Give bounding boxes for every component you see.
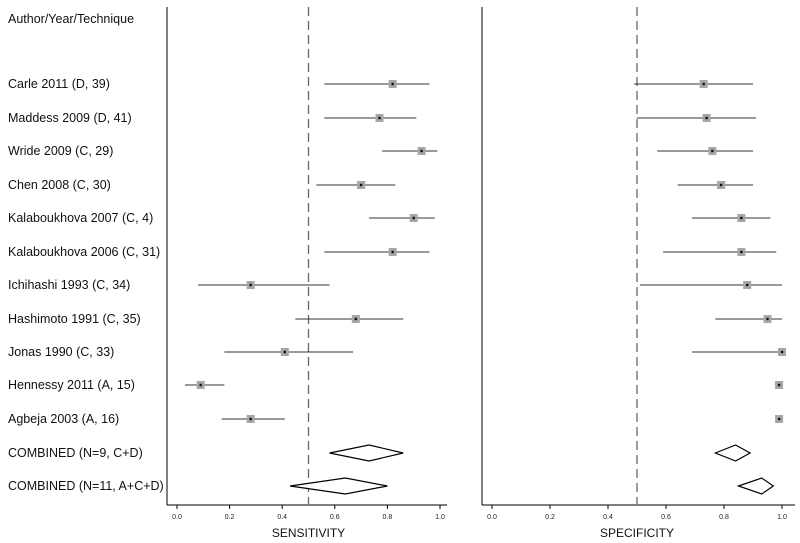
point-estimate-dot — [249, 283, 252, 287]
x-tick-label: 0.8 — [719, 514, 729, 521]
study-label: Jonas 1990 (C, 33) — [8, 345, 114, 359]
study-label: Wride 2009 (C, 29) — [8, 144, 113, 158]
point-estimate-dot — [359, 183, 363, 187]
study-label: Carle 2011 (D, 39) — [8, 77, 110, 91]
point-estimate-dot — [719, 183, 723, 187]
x-tick-label: 0.6 — [330, 514, 340, 521]
point-estimate-dot — [740, 250, 743, 254]
point-estimate-dot — [199, 383, 202, 387]
x-axis-title: SPECIFICITY — [600, 526, 674, 540]
study-label: Maddess 2009 (D, 41) — [8, 111, 132, 125]
x-tick-label: 0.0 — [487, 514, 497, 521]
point-estimate-dot — [420, 149, 423, 153]
point-estimate-dot — [777, 417, 781, 421]
study-label: Kalaboukhova 2006 (C, 31) — [8, 245, 160, 259]
x-tick-label: 0.4 — [277, 514, 287, 521]
point-estimate-dot — [412, 216, 415, 220]
study-label: Hennessy 2011 (A, 15) — [8, 378, 135, 392]
combined-label: COMBINED (N=9, C+D) — [8, 446, 143, 460]
x-tick-label: 0.8 — [383, 514, 393, 521]
specificity-panel: 0.0 0.2 0.4 0.6 0.8 1.0 SPECIFICITY — [481, 7, 795, 540]
point-estimate-dot — [702, 82, 705, 86]
study-labels: Carle 2011 (D, 39) Maddess 2009 (D, 41) Wr… — [8, 77, 164, 493]
study-label: Hashimoto 1991 (C, 35) — [8, 312, 141, 326]
combined-diamond — [713, 444, 752, 462]
column-header: Author/Year/Technique — [8, 12, 134, 26]
combined-diamond — [736, 477, 775, 495]
point-estimate-dot — [391, 82, 394, 86]
x-tick-label: 0.0 — [172, 514, 182, 521]
point-estimate-dot — [249, 417, 252, 421]
point-estimate-dot — [391, 250, 394, 254]
point-estimate-dot — [740, 216, 743, 220]
sensitivity-panel: 0.0 0.2 0.4 0.6 0.8 1.0 SENSITIVITY — [166, 7, 447, 540]
study-label: Agbeja 2003 (A, 16) — [8, 412, 119, 426]
point-estimate-dot — [354, 317, 358, 321]
x-tick-label: 0.2 — [225, 514, 235, 521]
x-tick-label: 0.2 — [545, 514, 555, 521]
point-estimate-dot — [705, 116, 708, 120]
study-label: Kalaboukhova 2007 (C, 4) — [8, 211, 153, 225]
study-label: Chen 2008 (C, 30) — [8, 178, 111, 192]
point-estimate-dot — [283, 350, 287, 354]
combined-label: COMBINED (N=11, A+C+D) — [8, 479, 164, 493]
combined-diamond — [329, 444, 404, 462]
point-estimate-dot — [780, 350, 784, 354]
combined-diamond — [290, 477, 388, 495]
x-tick-label: 0.4 — [603, 514, 613, 521]
point-estimate-dot — [378, 116, 381, 120]
study-label: Ichihashi 1993 (C, 34) — [8, 278, 130, 292]
x-tick-label: 1.0 — [777, 514, 787, 521]
point-estimate-dot — [766, 317, 769, 321]
point-estimate-dot — [777, 383, 781, 387]
x-tick-label: 0.6 — [661, 514, 671, 521]
point-estimate-dot — [711, 149, 714, 153]
x-tick-label: 1.0 — [435, 514, 445, 521]
x-axis-title: SENSITIVITY — [272, 526, 345, 540]
point-estimate-dot — [746, 283, 749, 287]
